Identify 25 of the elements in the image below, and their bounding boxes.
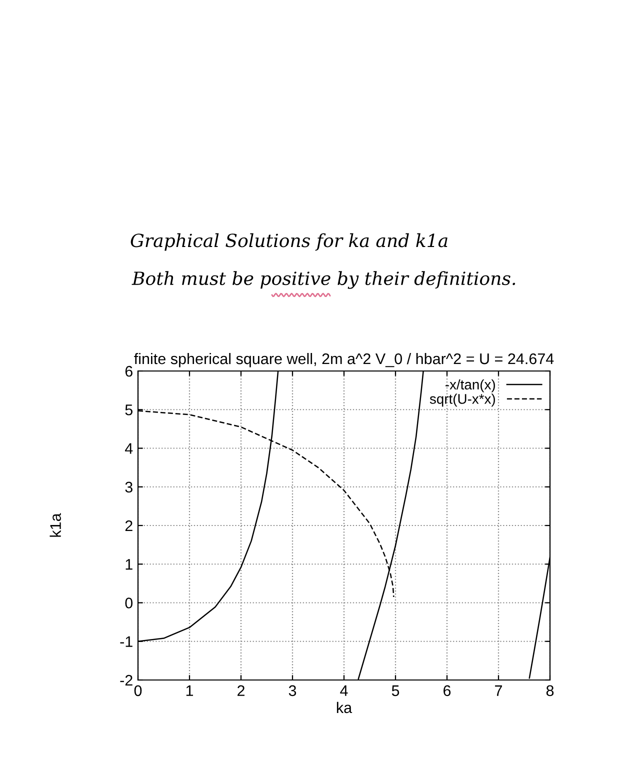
- x-tick-label: 2: [238, 685, 244, 696]
- x-tick-label: 1: [186, 685, 194, 696]
- chart-title: finite spherical square well, 2m a^2 V_0 / hbar^2 = U = 24.674: [134, 352, 554, 368]
- x-tick-label: 0: [134, 685, 142, 696]
- x-tick-label: 3: [288, 685, 296, 696]
- y-tick-label: 6: [125, 366, 132, 377]
- x-tick-label: 4: [340, 685, 348, 696]
- y-tick-label: -1: [120, 636, 132, 647]
- y-axis-title: k1a: [50, 513, 61, 537]
- y-tick-label: 5: [125, 404, 132, 416]
- y-tick-label: 1: [126, 559, 132, 570]
- x-axis-title: ka: [336, 702, 352, 714]
- y-tick-label: 3: [125, 482, 132, 493]
- x-tick-label: 8: [546, 685, 554, 696]
- text: Both must be positive by their definitions.: [132, 271, 516, 289]
- x-tick-label: 5: [392, 685, 400, 696]
- y-tick-label: -2: [120, 674, 132, 686]
- legend-label: -x/tan(x): [446, 379, 495, 392]
- y-tick-label: 4: [124, 443, 133, 454]
- x-tick-label: 7: [495, 685, 502, 696]
- text: Graphical Solutions for ka and k1a: [130, 233, 448, 251]
- y-tick-label: 2: [125, 520, 132, 532]
- x-tick-label: 6: [444, 685, 451, 696]
- legend-label: sqrt(U-x*x): [430, 394, 495, 407]
- y-tick-label: 0: [125, 598, 133, 608]
